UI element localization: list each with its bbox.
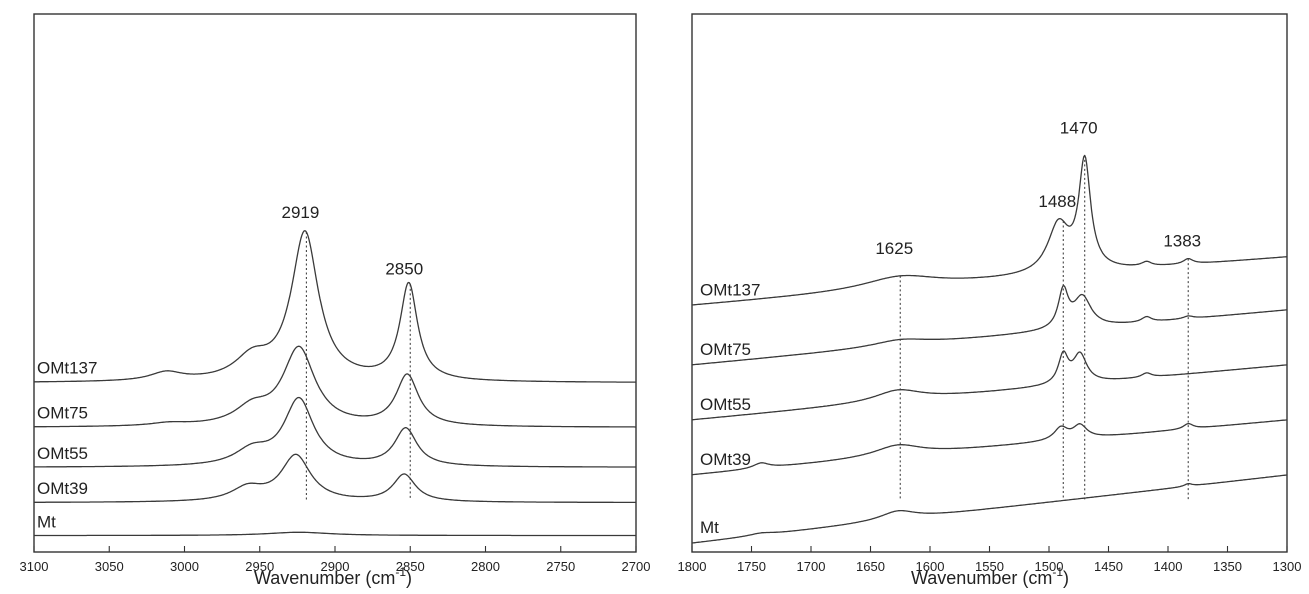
series-label-omt55: OMt55	[700, 395, 751, 414]
x-tick-label: 1450	[1094, 559, 1123, 574]
series-label-omt137: OMt137	[37, 359, 97, 378]
x-tick-label: 1500	[1035, 559, 1064, 574]
left-panel: 3100 3050 3000 2950 2900 2850 2800 2750 2700 291…	[20, 13, 651, 588]
series-label-omt75: OMt75	[37, 404, 88, 423]
series-label-omt137: OMt137	[700, 280, 760, 299]
right-x-ticks: 1800 1750 1700 1650 1600 1550 1500 1450 1400 1350…	[678, 546, 1302, 574]
left-traces	[34, 230, 636, 537]
left-series-labels: OMt137 OMt75 OMt55 OMt39 Mt	[37, 359, 97, 532]
x-tick-label: 1700	[797, 559, 826, 574]
series-label-omt55: OMt55	[37, 444, 88, 463]
right-series-labels: OMt137 OMt75 OMt55 OMt39 Mt	[700, 280, 760, 537]
x-tick-label: 2900	[321, 559, 350, 574]
right-peak-markers: 1625 1488 1470 1383	[875, 118, 1201, 500]
peak-label-1383: 1383	[1163, 232, 1201, 251]
series-label-omt39: OMt39	[37, 479, 88, 498]
right-panel: 1800 1750 1700 1650 1600 1550 1500 1450 1400 1350…	[678, 13, 1302, 588]
left-plot-frame	[33, 13, 637, 553]
x-tick-label: 3100	[20, 559, 49, 574]
series-line-omt137	[692, 154, 1288, 306]
peak-label-1488: 1488	[1038, 192, 1076, 211]
x-tick-label: 3050	[95, 559, 124, 574]
series-label-mt: Mt	[37, 512, 56, 531]
series-label-omt75: OMt75	[700, 340, 751, 359]
right-traces	[691, 154, 1288, 544]
series-line-mt	[691, 474, 1288, 544]
x-tick-label: 1550	[975, 559, 1004, 574]
series-label-mt: Mt	[700, 518, 719, 537]
series-line-omt137	[34, 230, 636, 383]
left-peak-markers: 2919 2850	[281, 203, 423, 500]
peak-label-1470: 1470	[1060, 118, 1098, 137]
series-line-omt75	[34, 345, 636, 428]
x-tick-label: 1300	[1273, 559, 1302, 574]
peak-label-2919: 2919	[281, 203, 319, 222]
x-tick-label: 1750	[737, 559, 766, 574]
x-tick-label: 2950	[245, 559, 274, 574]
x-tick-label: 1800	[678, 559, 707, 574]
x-tick-label: 1600	[916, 559, 945, 574]
series-line-omt55	[34, 396, 636, 468]
x-tick-label: 2750	[546, 559, 575, 574]
series-line-omt39	[691, 419, 1288, 476]
left-x-axis-label: Wavenumber (cm-1)	[254, 565, 412, 588]
series-line-mt	[34, 531, 636, 537]
series-line-omt75	[691, 284, 1288, 366]
x-tick-label: 2850	[396, 559, 425, 574]
series-line-omt39	[34, 453, 636, 504]
x-tick-label: 1650	[856, 559, 885, 574]
right-plot-frame	[691, 13, 1288, 553]
peak-label-1625: 1625	[875, 239, 913, 258]
peak-label-2850: 2850	[385, 259, 423, 278]
x-tick-label: 3000	[170, 559, 199, 574]
right-x-axis-label: Wavenumber (cm-1)	[911, 565, 1069, 588]
left-x-ticks: 3100 3050 3000 2950 2900 2850 2800 2750 2700	[20, 546, 651, 574]
x-tick-label: 2700	[622, 559, 651, 574]
x-tick-label: 1350	[1213, 559, 1242, 574]
x-tick-label: 2800	[471, 559, 500, 574]
series-label-omt39: OMt39	[700, 450, 751, 469]
x-tick-label: 1400	[1154, 559, 1183, 574]
series-line-omt55	[691, 350, 1288, 421]
